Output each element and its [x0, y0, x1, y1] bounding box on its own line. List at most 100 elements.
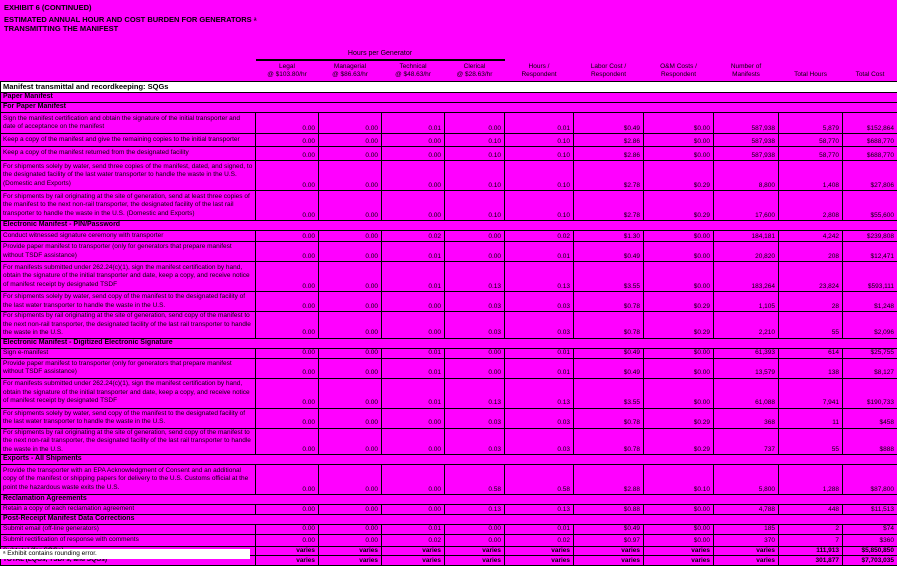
- cell-total-hours: 5,879: [779, 113, 843, 134]
- cell-labor-cost-per-respondent: $2.86: [574, 147, 644, 161]
- corner-spacer: [1, 44, 256, 60]
- cell-total-hours: 614: [779, 348, 843, 358]
- cell-labor-cost-per-respondent: $0.97: [574, 534, 644, 546]
- cell-om-costs-per-respondent: varies: [644, 556, 714, 566]
- cell-clerical: 0.03: [445, 428, 505, 455]
- column-header-line2: @ $48.63/hr: [382, 71, 445, 79]
- section-header-label: Electronic Manifest - PIN/Password: [1, 221, 897, 231]
- cell-om-costs-per-respondent: $0.29: [644, 191, 714, 221]
- section-row: Electronic Manifest - PIN/Password: [1, 221, 897, 231]
- column-header-line2: Respondent: [574, 71, 644, 79]
- row-label: For shipments solely by water, send thre…: [1, 161, 256, 191]
- row-label: For shipments by rail originating at the…: [1, 428, 256, 455]
- exhibit-title-block: EXHIBIT 6 (CONTINUED) ESTIMATED ANNUAL H…: [4, 3, 257, 33]
- cell-clerical: 0.13: [445, 262, 505, 292]
- cell-total-cost: $688,770: [843, 147, 897, 161]
- cell-technical: 0.00: [382, 408, 445, 428]
- column-header-line1: Technical: [382, 63, 445, 71]
- table-row: Keep a copy of the manifest returned fro…: [1, 147, 897, 161]
- cell-number-of-manifests: 587,938: [714, 147, 779, 161]
- cell-hours-per-respondent: 0.03: [505, 292, 574, 312]
- table-row: For shipments solely by water, send copy…: [1, 408, 897, 428]
- cell-total-hours: 58,770: [779, 134, 843, 147]
- cell-total-cost: $8,127: [843, 358, 897, 378]
- cell-hours-per-respondent: 0.58: [505, 465, 574, 495]
- exhibit-title-line-2: TRANSMITTING THE MANIFEST: [4, 24, 257, 33]
- row-label: Provide paper manifest to transporter (o…: [1, 358, 256, 378]
- cell-number-of-manifests: 2,210: [714, 312, 779, 339]
- cell-legal: 0.00: [256, 231, 319, 242]
- column-header-line1: Managerial: [319, 63, 382, 71]
- cell-labor-cost-per-respondent: $3.55: [574, 378, 644, 408]
- row-label: Sign the manifest certification and obta…: [1, 113, 256, 134]
- cell-clerical: varies: [445, 556, 505, 566]
- cell-labor-cost-per-respondent: $2.78: [574, 191, 644, 221]
- cell-clerical: 0.13: [445, 505, 505, 515]
- cell-managerial: 0.00: [319, 358, 382, 378]
- cell-total-hours: 55: [779, 312, 843, 339]
- cell-managerial: varies: [319, 556, 382, 566]
- row-label-column-header: [1, 60, 256, 82]
- column-header-line1: Number of: [714, 63, 779, 71]
- cell-legal: 0.00: [256, 525, 319, 535]
- section-header-label: Paper Manifest: [1, 93, 897, 103]
- column-header-line2: Manifests: [714, 71, 779, 79]
- cell-om-costs-per-respondent: varies: [644, 546, 714, 556]
- table-row: Keep a copy of the manifest and give the…: [1, 134, 897, 147]
- cell-technical: 0.00: [382, 191, 445, 221]
- cell-labor-cost-per-respondent: $3.55: [574, 262, 644, 292]
- cell-total-cost: $593,111: [843, 262, 897, 292]
- cell-hours-per-respondent: 0.01: [505, 348, 574, 358]
- cell-legal: 0.00: [256, 312, 319, 339]
- column-header-line2: @ $103.80/hr: [256, 71, 319, 79]
- column-header-line1: Clerical: [445, 63, 505, 71]
- cell-legal: 0.00: [256, 161, 319, 191]
- cell-labor-cost-per-respondent: $0.78: [574, 428, 644, 455]
- cell-clerical: 0.00: [445, 113, 505, 134]
- section-header-label: Reclamation Agreements: [1, 495, 897, 505]
- cell-om-costs-per-respondent: $0.29: [644, 408, 714, 428]
- group-header-spacer: [505, 44, 897, 60]
- cell-total-hours: 208: [779, 242, 843, 262]
- cell-total-hours: 111,913: [779, 546, 843, 556]
- row-label: For shipments by rail originating at the…: [1, 191, 256, 221]
- cell-hours-per-respondent: 0.03: [505, 408, 574, 428]
- cell-technical: 0.01: [382, 348, 445, 358]
- cell-total-cost: $87,800: [843, 465, 897, 495]
- cell-om-costs-per-respondent: $0.00: [644, 262, 714, 292]
- cell-managerial: 0.00: [319, 348, 382, 358]
- cell-number-of-manifests: 587,938: [714, 113, 779, 134]
- cell-total-hours: 138: [779, 358, 843, 378]
- cell-technical: varies: [382, 546, 445, 556]
- cell-om-costs-per-respondent: $0.29: [644, 428, 714, 455]
- cell-clerical: 0.00: [445, 348, 505, 358]
- cell-technical: varies: [382, 556, 445, 566]
- cell-managerial: 0.00: [319, 147, 382, 161]
- cell-total-hours: 23,824: [779, 262, 843, 292]
- table-row: For shipments by rail originating at the…: [1, 191, 897, 221]
- table-title-cell: Manifest transmittal and recordkeeping: …: [1, 82, 897, 93]
- cell-managerial: 0.00: [319, 292, 382, 312]
- cell-clerical: 0.00: [445, 525, 505, 535]
- cell-hours-per-respondent: 0.10: [505, 191, 574, 221]
- cell-managerial: 0.00: [319, 161, 382, 191]
- row-label: Keep a copy of the manifest and give the…: [1, 134, 256, 147]
- section-row: Reclamation Agreements: [1, 495, 897, 505]
- cell-total-cost: $7,703,035: [843, 556, 897, 566]
- cell-om-costs-per-respondent: $0.10: [644, 465, 714, 495]
- cell-legal: 0.00: [256, 408, 319, 428]
- cell-om-costs-per-respondent: $0.00: [644, 348, 714, 358]
- cell-managerial: 0.00: [319, 525, 382, 535]
- column-header-line1: Total Cost: [843, 71, 897, 79]
- cell-technical: 0.00: [382, 465, 445, 495]
- cell-legal: varies: [256, 546, 319, 556]
- column-header-technical: Technical@ $48.63/hr: [382, 60, 445, 82]
- cell-hours-per-respondent: 0.13: [505, 378, 574, 408]
- cell-labor-cost-per-respondent: $0.49: [574, 113, 644, 134]
- cell-hours-per-respondent: varies: [505, 556, 574, 566]
- cell-labor-cost-per-respondent: $0.49: [574, 525, 644, 535]
- group-header-hours-per-generator: Hours per Generator: [256, 44, 505, 60]
- cell-hours-per-respondent: 0.03: [505, 428, 574, 455]
